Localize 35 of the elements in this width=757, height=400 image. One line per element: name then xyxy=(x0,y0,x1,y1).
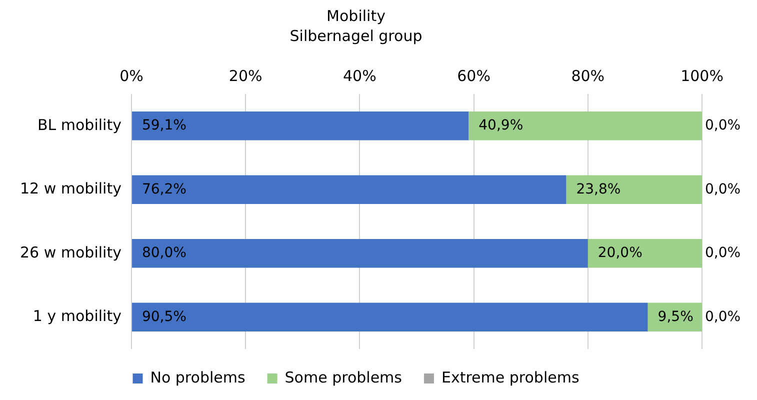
y-tick-label: 12 w mobility xyxy=(20,180,122,198)
bar xyxy=(648,302,702,332)
chart-title: Mobility xyxy=(326,6,386,25)
x-tick-label: 20% xyxy=(228,66,262,85)
legend-label: No problems xyxy=(150,368,246,386)
bar xyxy=(132,302,648,332)
data-label: 0,0% xyxy=(705,181,741,198)
legend-label: Some problems xyxy=(284,368,402,386)
bar xyxy=(566,175,702,204)
bar xyxy=(132,112,469,140)
x-tick-label: 0% xyxy=(120,66,144,85)
data-label: 80,0% xyxy=(142,245,186,262)
data-label: 23,8% xyxy=(576,181,621,198)
bar xyxy=(588,239,702,268)
chart-subtitle: Silbernagel group xyxy=(290,26,422,45)
y-tick-label: BL mobility xyxy=(37,116,122,134)
x-tick-label: 80% xyxy=(571,66,605,85)
x-tick-label: 100% xyxy=(680,66,724,85)
y-tick-label: 1 y mobility xyxy=(32,307,122,326)
bar xyxy=(132,239,588,268)
data-label: 76,2% xyxy=(142,181,186,198)
bar xyxy=(468,112,702,140)
data-label: 59,1% xyxy=(142,118,186,134)
data-label: 0,0% xyxy=(705,118,741,134)
data-label: 0,0% xyxy=(705,245,741,262)
data-label: 90,5% xyxy=(142,308,186,325)
data-label: 0,0% xyxy=(705,308,741,325)
y-tick-label: 26 w mobility xyxy=(20,243,122,262)
legend-label: Extreme problems xyxy=(441,368,580,386)
data-label: 40,9% xyxy=(478,118,524,134)
x-tick-label: 40% xyxy=(343,66,376,85)
bar xyxy=(132,175,566,204)
x-tick-label: 60% xyxy=(457,66,490,85)
data-label: 9,5% xyxy=(658,308,694,325)
data-label: 20,0% xyxy=(598,245,642,262)
